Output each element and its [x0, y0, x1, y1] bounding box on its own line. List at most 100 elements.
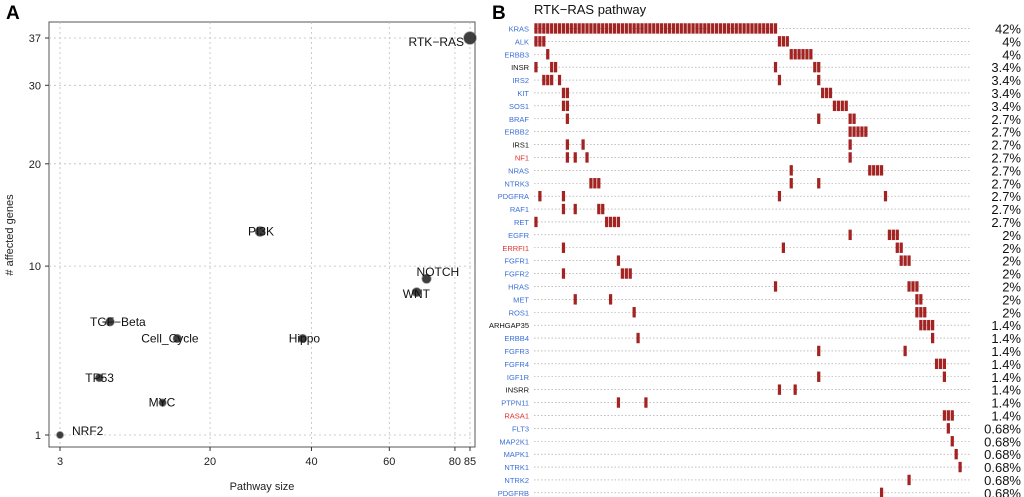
alteration-cell — [557, 23, 562, 34]
oncoprint-row: INSR 3.4% — [511, 60, 1021, 75]
panel-b-letter: B — [492, 3, 506, 24]
oncoprint-row: IGF1R 1.4% — [507, 370, 1022, 385]
alteration-percent: 2% — [1002, 228, 1021, 243]
scatter-point — [172, 333, 182, 344]
gene-label: SOS1 — [509, 102, 529, 111]
alteration-cell — [919, 307, 923, 318]
alteration-cell — [561, 190, 566, 202]
alteration-cell — [852, 113, 856, 124]
alteration-cell — [616, 216, 621, 228]
gene-label: INSR — [511, 63, 530, 72]
alteration-cell — [722, 23, 727, 34]
alteration-cell — [907, 281, 911, 292]
gene-label: RET — [514, 218, 529, 227]
oncoprint-row: FGFR3 1.4% — [504, 344, 1021, 359]
alteration-percent: 2% — [1002, 279, 1021, 294]
gene-label: ARHGAP35 — [489, 321, 529, 330]
oncoprint-row: ERBB2 2.7% — [504, 125, 1021, 140]
alteration-cell — [769, 23, 774, 34]
alteration-cell — [565, 87, 569, 99]
alteration-cell — [883, 190, 888, 202]
alteration-cell — [542, 36, 546, 47]
alteration-cell — [561, 87, 566, 99]
alteration-cell — [632, 307, 636, 318]
oncoprint-row: PDGFRA 2.7% — [498, 189, 1022, 204]
gene-label: ALK — [515, 37, 529, 46]
alteration-percent: 1.4% — [991, 408, 1021, 423]
gene-label: PDGFRB — [498, 489, 529, 497]
scatter-point — [254, 226, 266, 237]
alteration-cell — [872, 165, 876, 176]
alteration-percent: 2.7% — [991, 215, 1021, 230]
alteration-cell — [876, 165, 880, 176]
alteration-cell — [715, 23, 719, 34]
gene-label: EGFR — [508, 231, 529, 240]
gene-label: ERRFI1 — [502, 244, 529, 253]
oncoprint-row: ROS1 2% — [509, 305, 1022, 320]
alteration-cell — [773, 281, 778, 292]
alteration-cell — [608, 294, 613, 305]
gene-label: IGF1R — [507, 373, 530, 382]
alteration-cell — [758, 23, 762, 34]
alteration-cell — [561, 242, 566, 253]
alteration-cell — [695, 23, 699, 34]
oncoprint-row: KRAS 42% — [509, 21, 1022, 36]
alteration-cell — [915, 294, 919, 305]
alteration-cell — [950, 436, 954, 447]
alteration-cell — [923, 319, 927, 331]
gene-label: FLT3 — [512, 424, 529, 433]
alteration-cell — [766, 23, 770, 34]
alteration-cell — [707, 23, 711, 34]
alteration-cell — [903, 345, 907, 357]
alteration-cell — [585, 23, 589, 34]
alteration-percent: 0.68% — [984, 421, 1021, 436]
alteration-cell — [601, 203, 605, 215]
oncoprint-row: HRAS 2% — [508, 279, 1021, 294]
alteration-cell — [781, 242, 785, 253]
gene-label: FGFR4 — [504, 360, 529, 369]
x-tick-label: 3 — [57, 456, 63, 468]
alteration-cell — [895, 242, 899, 253]
alteration-cell — [773, 61, 778, 73]
alteration-percent: 2.7% — [991, 112, 1021, 127]
alteration-percent: 1.4% — [991, 344, 1021, 359]
alteration-percent: 1.4% — [991, 357, 1021, 372]
oncoprint-row: MET 2% — [513, 292, 1021, 307]
x-tick-label: 80 — [449, 456, 461, 468]
alteration-cell — [919, 319, 923, 331]
alteration-percent: 2.7% — [991, 189, 1021, 204]
alteration-cell — [628, 23, 632, 34]
y-tick-label: 1 — [35, 430, 41, 442]
alteration-cell — [597, 178, 601, 189]
point-label: PI3K — [248, 224, 274, 238]
alteration-cell — [648, 23, 652, 34]
oncoprint-row: NF1 2.7% — [515, 150, 1022, 165]
oncoprint-row: EGFR 2% — [508, 228, 1021, 243]
point-label: WNT — [403, 287, 431, 301]
oncoprint-title: RTK−RAS pathway — [534, 2, 647, 17]
alteration-cell — [636, 23, 640, 34]
alteration-cell — [620, 23, 624, 34]
gene-label: INSRR — [506, 386, 530, 395]
alteration-cell — [801, 49, 805, 60]
y-tick-label: 10 — [29, 261, 41, 273]
alteration-cell — [565, 100, 569, 112]
alteration-cell — [734, 23, 738, 34]
alteration-cell — [817, 61, 821, 73]
alteration-cell — [742, 23, 746, 34]
alteration-cell — [628, 268, 632, 279]
alteration-cell — [773, 23, 778, 34]
alteration-cell — [597, 23, 601, 34]
alteration-cell — [789, 49, 793, 60]
oncoprint-row: IRS2 3.4% — [512, 73, 1021, 88]
alteration-cell — [683, 23, 687, 34]
alteration-percent: 1.4% — [991, 383, 1021, 398]
alteration-cell — [553, 23, 558, 34]
alteration-cell — [565, 152, 569, 163]
alteration-cell — [805, 49, 809, 60]
alteration-cell — [699, 23, 703, 34]
alteration-cell — [848, 229, 852, 241]
x-tick-label: 85 — [464, 456, 476, 468]
alteration-cell — [612, 216, 617, 228]
